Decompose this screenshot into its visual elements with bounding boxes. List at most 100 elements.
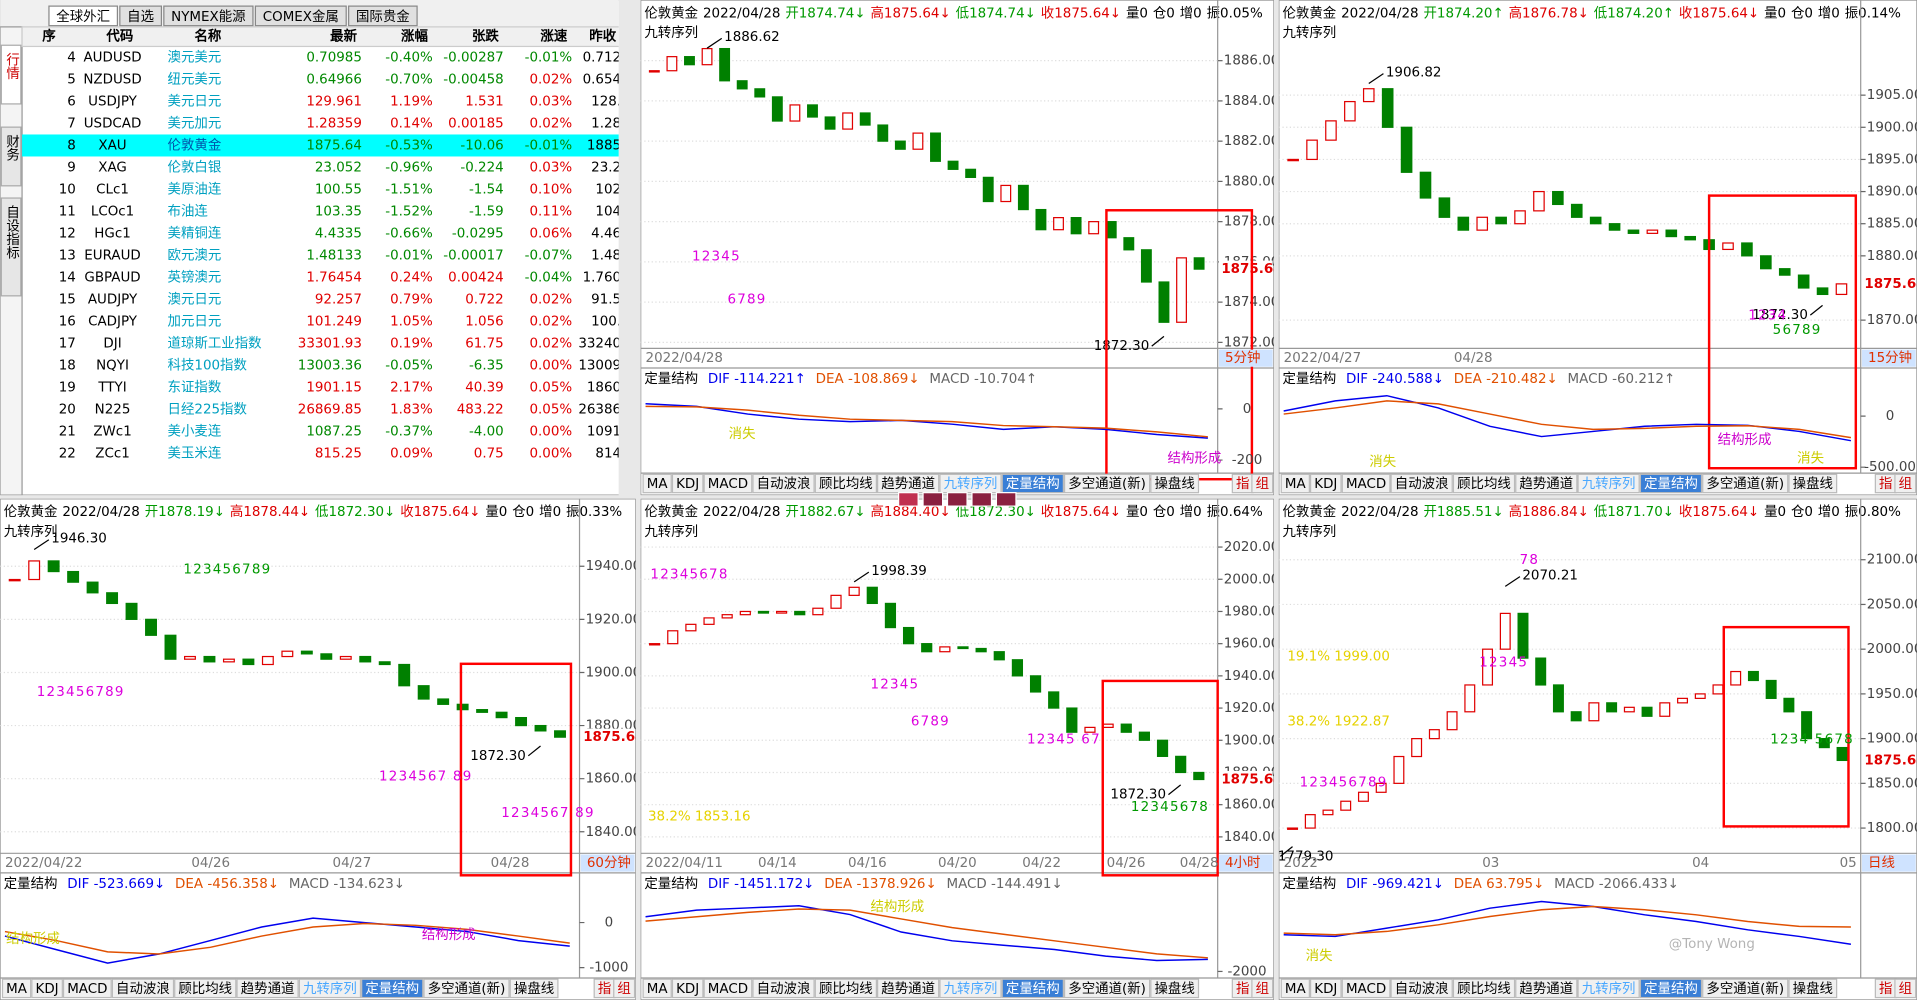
market-tab[interactable]: NYMEX能源 xyxy=(163,5,254,27)
indicator-tab[interactable]: 定量结构 xyxy=(1639,978,1703,999)
market-tab[interactable]: 国际贵金 xyxy=(348,5,418,27)
indicator-tab[interactable]: 趋势通道 xyxy=(1515,978,1578,999)
indicator-tab[interactable]: 九转序列 xyxy=(1577,978,1640,999)
indicator-tab[interactable]: 九转序列 xyxy=(298,978,362,999)
market-tab[interactable]: 自选 xyxy=(119,5,163,27)
indicator-tab[interactable]: 定量结构 xyxy=(1639,473,1703,494)
quote-row[interactable]: 4 AUDUSD 澳元美元 0.70985 -0.40% -0.00287 -0.01% 0.… xyxy=(67,49,621,65)
quote-row[interactable]: 15 AUDJPY 澳元日元 92.257 0.79% 0.722 0.02% 91.5 xyxy=(59,292,621,308)
float-toolbar[interactable] xyxy=(897,492,1017,507)
toolbar-button[interactable] xyxy=(897,492,919,507)
indicator-tab[interactable]: MA xyxy=(642,473,672,494)
side-tab[interactable] xyxy=(0,126,22,187)
indicator-tab[interactable]: 趋势通道 xyxy=(877,978,940,999)
indicator-tab[interactable]: 指 xyxy=(1874,473,1897,494)
indicator-tab[interactable]: 组 xyxy=(1894,978,1917,999)
indicator-tab[interactable]: 多空通道(新) xyxy=(1702,978,1789,999)
indicator-tab[interactable]: 自动波浪 xyxy=(752,473,815,494)
quote-row[interactable]: 22 ZCc1 美玉米连 815.25 0.09% 0.75 0.00% 814 xyxy=(59,446,621,462)
indicator-tab[interactable]: KDJ xyxy=(1309,978,1342,999)
indicator-tab[interactable]: KDJ xyxy=(671,473,704,494)
indicator-tab[interactable]: 定量结构 xyxy=(361,978,424,999)
side-tab[interactable] xyxy=(0,44,22,105)
indicator-tab[interactable]: 自动波浪 xyxy=(1390,473,1453,494)
indicator-tab[interactable]: MA xyxy=(1280,473,1310,494)
side-tab[interactable] xyxy=(0,197,22,297)
quote-row[interactable]: 10 CLc1 美原油连 100.55 -1.51% -1.54 0.10% 102 xyxy=(59,181,621,197)
quote-row[interactable]: 8 XAU 伦敦黄金 1875.64 -0.53% -10.06 -0.01% 1885 xyxy=(22,134,636,157)
indicator-tab[interactable]: MACD xyxy=(1341,473,1391,494)
toolbar-button[interactable] xyxy=(946,492,968,507)
indicator-tab[interactable]: 自动波浪 xyxy=(111,978,175,999)
indicator-tab[interactable]: 自动波浪 xyxy=(752,978,815,999)
date-label: 04/26 xyxy=(191,856,230,871)
indicator-tab[interactable]: 定量结构 xyxy=(1001,978,1064,999)
indicator-tab[interactable]: 操盘线 xyxy=(1788,473,1838,494)
nine-count: 12345 xyxy=(692,250,741,265)
indicator-tab[interactable]: 趋势通道 xyxy=(877,473,940,494)
toolbar-button[interactable] xyxy=(971,492,993,507)
quote-row[interactable]: 11 LCOc1 布油连 103.35 -1.52% -1.59 0.11% 104 xyxy=(59,203,621,219)
quote-row[interactable]: 20 N225 日经225指数 26869.85 1.83% 483.22 0.05% 263… xyxy=(59,402,621,418)
indicator-tab[interactable]: 多空通道(新) xyxy=(1063,978,1151,999)
indicator-tab[interactable]: 顾比均线 xyxy=(814,978,878,999)
toolbar-button[interactable] xyxy=(995,492,1017,507)
highlight-box xyxy=(1101,679,1219,877)
indicator-tab[interactable]: 指 xyxy=(593,978,616,999)
indicator-tab[interactable]: 操盘线 xyxy=(1150,473,1200,494)
quote-row[interactable]: 12 HGc1 美精铜连 4.4335 -0.66% -0.0295 0.06% 4.46 xyxy=(59,225,621,241)
indicator-tab[interactable]: 多空通道(新) xyxy=(1702,473,1789,494)
indicator-tab[interactable]: MA xyxy=(642,978,672,999)
indicator-tab[interactable]: 九转序列 xyxy=(1577,473,1640,494)
indicator-tab[interactable]: 指 xyxy=(1231,473,1254,494)
toolbar-button[interactable] xyxy=(922,492,944,507)
indicator-tab[interactable]: 顾比均线 xyxy=(1452,473,1516,494)
indicator-tab[interactable]: 九转序列 xyxy=(939,473,1002,494)
indicator-tab[interactable]: 指 xyxy=(1231,978,1254,999)
indicator-tab[interactable]: 顾比均线 xyxy=(814,473,878,494)
market-tab[interactable]: COMEX金属 xyxy=(254,5,347,27)
indicator-tab[interactable]: MACD xyxy=(1341,978,1391,999)
quote-row[interactable]: 9 XAG 伦敦白银 23.052 -0.96% -0.224 0.03% 23.2 xyxy=(67,159,621,175)
indicator-tab[interactable]: 组 xyxy=(1251,978,1274,999)
indicator-tab[interactable]: 自动波浪 xyxy=(1390,978,1453,999)
indicator-tab[interactable]: KDJ xyxy=(671,978,704,999)
indicator-tab[interactable]: MACD xyxy=(703,473,753,494)
indicator-tab[interactable]: 趋势通道 xyxy=(1515,473,1578,494)
indicator-tab[interactable]: 组 xyxy=(1894,473,1917,494)
quote-row[interactable]: 5 NZDUSD 纽元美元 0.64966 -0.70% -0.00458 0.02% 0.6… xyxy=(67,71,621,87)
indicator-tab[interactable]: 多空通道(新) xyxy=(1063,473,1151,494)
quote-row[interactable]: 19 TTYI 东证指数 1901.15 2.17% 40.39 0.05% 1860 xyxy=(59,380,621,396)
quote-row[interactable]: 13 EURAUD 欧元澳元 1.48133 -0.01% -0.00017 -0.07% 1… xyxy=(59,248,621,264)
indicator-tab[interactable]: 顾比均线 xyxy=(1452,978,1516,999)
market-tab[interactable]: 全球外汇 xyxy=(48,5,119,27)
indicator-tab[interactable]: MA xyxy=(1,978,32,999)
indicator-tab[interactable]: 组 xyxy=(613,978,636,999)
candle xyxy=(1836,746,1848,762)
indicator-tab[interactable]: MA xyxy=(1280,978,1310,999)
quote-row[interactable]: 17 DJI 道琼斯工业指数 33301.93 0.19% 61.75 0.02% 33240 xyxy=(59,336,621,352)
indicator-tab[interactable]: MACD xyxy=(62,978,112,999)
indicator-tab[interactable]: 操盘线 xyxy=(509,978,559,999)
quote-row[interactable]: 21 ZWc1 美小麦连 1087.25 -0.37% -4.00 0.00% 1091 xyxy=(59,424,621,440)
indicator-tab[interactable]: KDJ xyxy=(31,978,63,999)
candle xyxy=(1570,203,1583,218)
indicator-tab[interactable]: 操盘线 xyxy=(1788,978,1838,999)
indicator-tab[interactable]: MACD xyxy=(703,978,753,999)
quote-row[interactable]: 7 USDCAD 美元加元 1.28359 0.14% 0.00185 0.02% 1.28 xyxy=(67,115,621,131)
quote-row[interactable]: 14 GBPAUD 英镑澳元 1.76454 0.24% 0.00424 -0.04% 1.7… xyxy=(59,269,621,286)
quote-row[interactable]: 16 CADJPY 加元日元 101.249 1.05% 1.056 0.02% 100. xyxy=(59,314,621,330)
indicator-tab[interactable]: 指 xyxy=(1874,978,1897,999)
indicator-tab[interactable]: 趋势通道 xyxy=(236,978,299,999)
quote-row[interactable]: 6 USDJPY 美元日元 129.961 1.19% 1.531 0.03% 128. xyxy=(67,93,621,109)
indicator-tab[interactable]: KDJ xyxy=(1309,473,1342,494)
indicator-tab[interactable]: 九转序列 xyxy=(939,978,1002,999)
indicator-tab[interactable]: 多空通道(新) xyxy=(423,978,510,999)
indicator-tab[interactable]: 定量结构 xyxy=(1001,473,1064,494)
indicator-tab[interactable]: 操盘线 xyxy=(1150,978,1200,999)
side-tab-label: 财务 xyxy=(3,134,20,161)
indicator-tab[interactable]: 顾比均线 xyxy=(174,978,237,999)
quote-row[interactable]: 18 NQYI 科技100指数 13003.36 -0.05% -6.35 0.00% 130… xyxy=(59,358,621,374)
indicator-tab[interactable]: 组 xyxy=(1251,473,1274,494)
quote-header: 收1875.64↓ xyxy=(400,504,480,520)
